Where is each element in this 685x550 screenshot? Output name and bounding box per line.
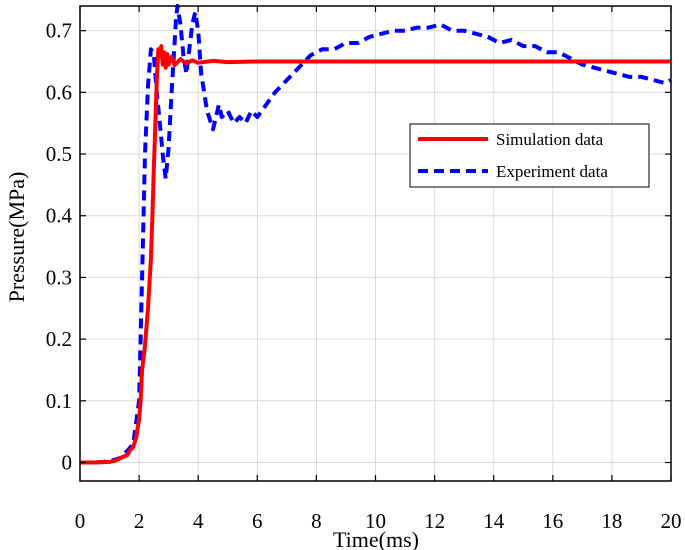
x-tick-label: 4: [193, 509, 204, 533]
x-tick-label: 8: [311, 509, 322, 533]
x-tick-label: 6: [252, 509, 263, 533]
y-tick-label: 0.1: [46, 389, 72, 413]
legend: Simulation data Experiment data: [409, 123, 650, 188]
y-tick-label: 0.7: [46, 19, 72, 43]
x-axis-title: Time(ms): [333, 527, 419, 550]
legend-label-experiment: Experiment data: [496, 162, 608, 181]
y-axis-title: Pressure(MPa): [4, 172, 29, 303]
series-line-experiment: [80, 4, 672, 465]
y-tick-label: 0.5: [46, 142, 72, 166]
x-tick-label: 10: [365, 509, 386, 533]
y-tick-label: 0.3: [46, 265, 72, 289]
x-tick-label: 2: [134, 509, 145, 533]
y-tick-label: 0: [62, 450, 73, 474]
legend-box: [409, 123, 650, 188]
x-tick-label: 18: [601, 509, 622, 533]
x-tick-label: 16: [542, 509, 563, 533]
tick-marks: [79, 6, 672, 481]
y-tick-label: 0.2: [46, 327, 72, 351]
y-tick-labels: 0 0.1 0.2 0.3 0.4 0.5 0.6 0.7: [46, 19, 73, 475]
x-tick-label: 0: [75, 509, 86, 533]
x-tick-label: 12: [424, 509, 445, 533]
series-line-simulation: [80, 44, 671, 465]
legend-label-simulation: Simulation data: [496, 130, 604, 149]
series-layer: [80, 4, 672, 465]
y-tick-label: 0.4: [46, 204, 73, 228]
x-tick-label: 20: [661, 509, 682, 533]
x-tick-labels: 0 2 4 6 8 10 12 14 16 18 20: [75, 509, 682, 533]
y-tick-label: 0.6: [46, 80, 72, 104]
x-tick-label: 14: [483, 509, 505, 533]
